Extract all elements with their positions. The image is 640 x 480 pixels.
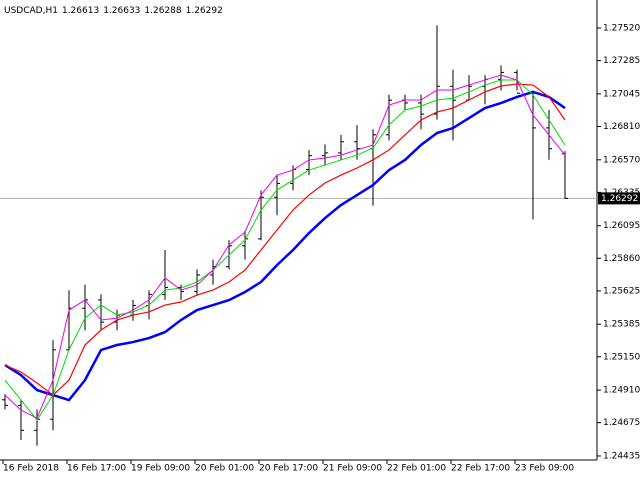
y-tick-label: 1.24435: [603, 451, 640, 461]
title-high: 1.26633: [103, 6, 140, 16]
y-tick-label: 1.25625: [603, 286, 640, 296]
x-tick-label: 23 Feb 09:00: [515, 464, 574, 474]
x-tick-label: 22 Feb 17:00: [451, 464, 510, 474]
x-tick-label: 22 Feb 01:00: [387, 464, 446, 474]
ma-line: [4, 90, 566, 402]
price-label-box: [598, 192, 640, 205]
x-tick-label: 21 Feb 09:00: [323, 464, 382, 474]
x-tick-label: 19 Feb 09:00: [131, 464, 190, 474]
y-tick-label: 1.25150: [603, 352, 640, 362]
ma-line: [4, 74, 566, 419]
chart-title: USDCAD,H1 1.26613 1.26633 1.26288 1.26292: [4, 6, 223, 16]
title-close: 1.26292: [186, 6, 223, 16]
y-tick-label: 1.24910: [603, 386, 640, 396]
x-tick-label: 20 Feb 01:00: [195, 464, 254, 474]
title-low: 1.26288: [144, 6, 181, 16]
y-tick-label: 1.27520: [603, 24, 640, 34]
y-tick-label: 1.26095: [603, 221, 640, 231]
title-symbol: USDCAD,H1: [4, 6, 58, 16]
x-tick-label: 16 Feb 17:00: [67, 464, 126, 474]
price-label: 1.26292: [601, 194, 638, 204]
y-tick-label: 1.27285: [603, 56, 640, 66]
y-tick-label: 1.24675: [603, 418, 640, 428]
title-open: 1.26613: [62, 6, 99, 16]
y-tick-label: 1.26570: [603, 155, 640, 165]
ma-line: [4, 79, 566, 421]
x-tick-label: 20 Feb 17:00: [259, 464, 318, 474]
y-tick-label: 1.27045: [603, 89, 640, 99]
y-tick-label: 1.25860: [603, 254, 640, 264]
ma-line: [4, 83, 566, 396]
x-tick-label: 16 Feb 2018: [3, 464, 59, 474]
y-tick-label: 1.26810: [603, 122, 640, 132]
y-tick-label: 1.25385: [603, 320, 640, 330]
